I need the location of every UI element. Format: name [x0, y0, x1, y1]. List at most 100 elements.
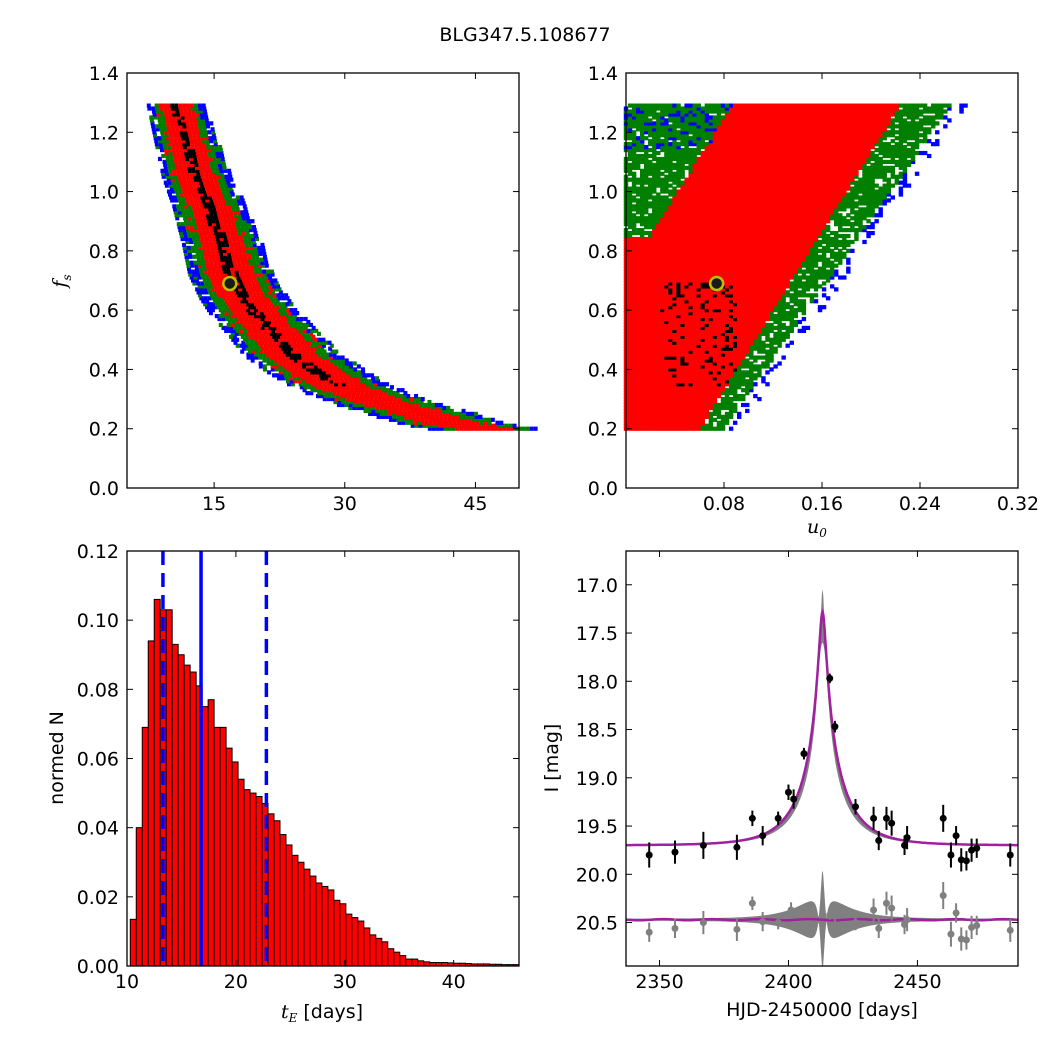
heatmap-cell — [327, 340, 332, 345]
heatmap-cell — [708, 260, 714, 265]
heatmap-cell — [652, 355, 657, 360]
heatmap-cell — [452, 420, 457, 425]
heatmap-cell — [809, 272, 815, 277]
heatmap-cell — [644, 352, 649, 357]
heatmap-cell — [222, 296, 227, 301]
heatmap-cell — [761, 325, 766, 331]
heatmap-cell — [213, 189, 218, 194]
heatmap-cell — [741, 325, 746, 331]
heatmap-cell — [736, 290, 742, 295]
heatmap-cell — [302, 370, 307, 375]
heatmap-cell — [813, 281, 819, 286]
heatmap-cell — [708, 388, 714, 393]
heatmap-cell — [263, 290, 268, 295]
heatmap-cell — [274, 358, 279, 363]
heatmap-cell — [256, 334, 261, 339]
heatmap-cell — [193, 242, 198, 248]
heatmap-cell — [253, 313, 258, 319]
heatmap-cell — [781, 263, 786, 268]
heatmap-cell — [656, 388, 661, 393]
heatmap-cell — [712, 343, 718, 348]
heatmap-cell — [181, 121, 186, 126]
heatmap-cell — [635, 423, 641, 428]
heatmap-cell — [635, 251, 641, 256]
heatmap-cell — [680, 263, 685, 268]
heatmap-cell — [226, 192, 231, 197]
heatmap-cell — [297, 358, 302, 363]
heatmap-cell — [208, 195, 213, 200]
heatmap-cell — [696, 236, 701, 242]
heatmap-cell — [724, 411, 730, 416]
heatmap-cell — [724, 319, 730, 325]
heatmap-cell — [732, 367, 738, 372]
heatmap-cell — [696, 325, 701, 331]
heatmap-cell — [648, 414, 653, 419]
heatmap-cell — [676, 316, 681, 322]
heatmap-cell — [189, 210, 194, 215]
heatmap-cell — [736, 334, 742, 339]
heatmap-cell — [728, 239, 734, 245]
heatmap-cell — [298, 343, 303, 348]
heatmap-cell — [676, 313, 681, 319]
heatmap-cell — [289, 302, 294, 307]
heatmap-cell — [732, 420, 738, 425]
heatmap-cell — [736, 352, 742, 357]
heatmap-cell — [225, 189, 230, 194]
heatmap-cell — [639, 388, 645, 393]
heatmap-cell — [250, 337, 255, 342]
heatmap-cell — [644, 311, 649, 316]
heatmap-cell — [397, 396, 402, 402]
heatmap-cell — [284, 340, 289, 345]
heatmap-cell — [676, 328, 681, 333]
heatmap-cell — [821, 293, 827, 298]
heatmap-cell — [262, 352, 267, 357]
heatmap-cell — [631, 420, 637, 425]
heatmap-cell — [724, 331, 730, 336]
heatmap-cell — [688, 343, 693, 348]
heatmap-cell — [664, 319, 669, 325]
heatmap-cell — [209, 213, 214, 218]
heatmap-cell — [648, 385, 653, 390]
heatmap-cell — [486, 426, 491, 431]
heatmap-cell — [724, 299, 730, 304]
heatmap-cell — [438, 411, 443, 416]
heatmap-cell — [333, 370, 338, 375]
heatmap-cell — [680, 352, 685, 357]
heatmap-cell — [712, 242, 718, 248]
heatmap-cell — [692, 302, 697, 307]
heatmap-cell — [724, 263, 730, 268]
heatmap-cell — [207, 192, 212, 197]
heatmap-cell — [193, 186, 198, 191]
heatmap-cell — [627, 417, 633, 422]
heatmap-cell — [644, 284, 649, 289]
heatmap-cell — [382, 385, 387, 390]
heatmap-cell — [789, 328, 794, 333]
heatmap-cell — [350, 396, 355, 402]
heatmap-cell — [305, 322, 310, 328]
heatmap-cell — [280, 293, 285, 298]
heatmap-cell — [635, 426, 641, 431]
heatmap-cell — [684, 316, 689, 322]
heatmap-cell — [684, 417, 689, 422]
heatmap-cell — [253, 278, 258, 283]
heatmap-cell — [732, 340, 738, 345]
heatmap-cell — [720, 248, 726, 253]
heatmap-cell — [692, 281, 697, 286]
heatmap-cell — [194, 124, 199, 129]
heatmap-cell — [147, 106, 152, 111]
heatmap-cell — [187, 127, 192, 132]
heatmap-cell — [204, 174, 209, 179]
heatmap-cell — [656, 337, 661, 342]
heatmap-cell — [728, 358, 734, 363]
heatmap-cell — [732, 388, 738, 393]
heatmap-cell — [373, 382, 378, 387]
heatmap-cell — [438, 402, 443, 408]
heatmap-cell — [704, 405, 710, 411]
heatmap-cell — [712, 402, 718, 408]
heatmap-cell — [652, 337, 657, 342]
heatmap-cell — [193, 156, 198, 162]
heatmap-cell — [185, 239, 190, 245]
heatmap-cell — [761, 254, 766, 259]
heatmap-cell — [797, 266, 803, 271]
heatmap-cell — [241, 216, 246, 221]
